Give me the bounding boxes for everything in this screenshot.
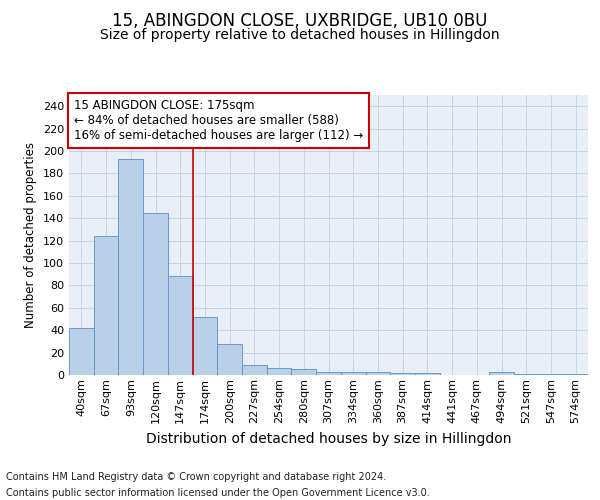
Text: Distribution of detached houses by size in Hillingdon: Distribution of detached houses by size … (146, 432, 512, 446)
Bar (193, 317, 217, 375)
Text: Contains public sector information licensed under the Open Government Licence v3: Contains public sector information licen… (6, 488, 430, 498)
Text: 15, ABINGDON CLOSE, UXBRIDGE, UB10 0BU: 15, ABINGDON CLOSE, UXBRIDGE, UB10 0BU (112, 12, 488, 30)
Bar (415, 373, 440, 375)
Bar (292, 370, 316, 375)
Bar (267, 368, 292, 375)
Bar (341, 372, 365, 375)
Text: Size of property relative to detached houses in Hillingdon: Size of property relative to detached ho… (100, 28, 500, 42)
Bar (143, 212, 168, 375)
Bar (539, 374, 563, 375)
Bar (69, 328, 94, 375)
Bar (316, 372, 341, 375)
Text: 15 ABINGDON CLOSE: 175sqm
← 84% of detached houses are smaller (588)
16% of semi: 15 ABINGDON CLOSE: 175sqm ← 84% of detac… (74, 99, 364, 142)
Text: Contains HM Land Registry data © Crown copyright and database right 2024.: Contains HM Land Registry data © Crown c… (6, 472, 386, 482)
Bar (94, 236, 118, 375)
Bar (168, 276, 193, 375)
Bar (390, 373, 415, 375)
Bar (514, 374, 539, 375)
Bar (563, 374, 588, 375)
Bar (242, 365, 267, 375)
Bar (118, 159, 143, 375)
Bar (217, 344, 242, 375)
Y-axis label: Number of detached properties: Number of detached properties (25, 142, 37, 328)
Bar (489, 372, 514, 375)
Bar (365, 372, 390, 375)
